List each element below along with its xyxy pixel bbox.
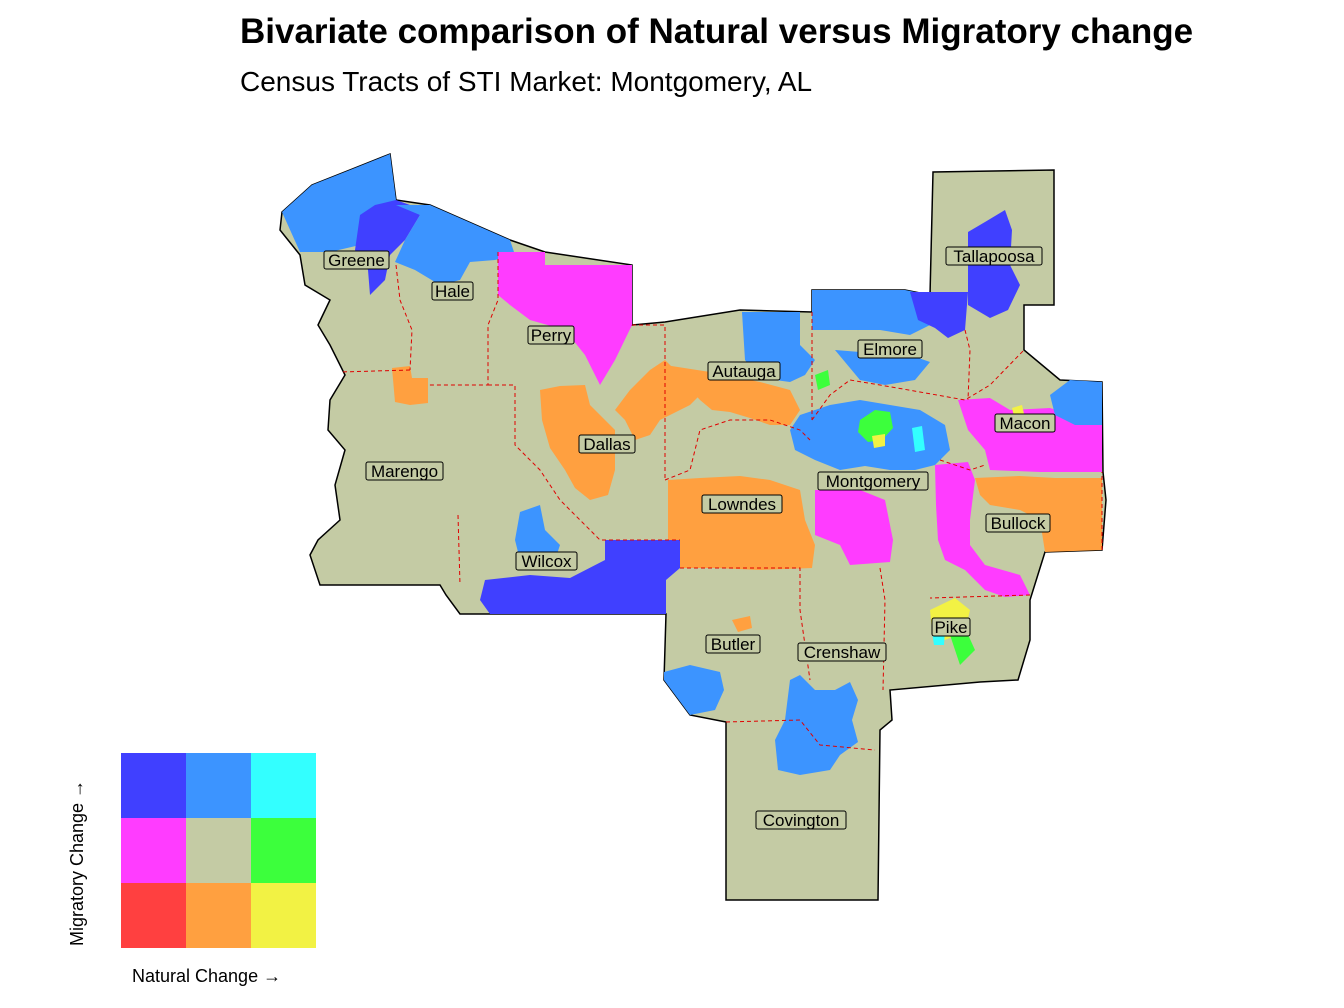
tract-montgomery-cyan xyxy=(912,426,925,452)
tract-covington-blue xyxy=(775,675,858,775)
tract-montgomery-yellow xyxy=(872,434,885,448)
county-label-greene: Greene xyxy=(323,250,390,270)
tract-wilcox-dark xyxy=(480,540,680,614)
legend-cell xyxy=(121,818,186,883)
legend-cell xyxy=(186,883,251,948)
tract-butler-blue xyxy=(664,665,724,715)
county-label-text: Pike xyxy=(934,618,967,637)
county-label-text: Covington xyxy=(763,811,840,830)
tract-elmore-dark xyxy=(910,292,968,338)
county-label-text: Marengo xyxy=(371,462,438,481)
county-label-text: Butler xyxy=(711,635,756,654)
tract-marengo-orange xyxy=(392,366,428,405)
tract-butler-orange xyxy=(732,616,752,632)
county-label-text: Lowndes xyxy=(708,495,776,514)
county-label-text: Perry xyxy=(531,326,572,345)
bivariate-legend-grid xyxy=(121,753,316,948)
tract-elmore-north xyxy=(812,290,930,335)
county-label-tallapoosa: Tallapoosa xyxy=(945,246,1043,266)
map-title: Bivariate comparison of Natural versus M… xyxy=(240,12,1194,51)
county-label-text: Macon xyxy=(999,414,1050,433)
legend-cell xyxy=(121,753,186,818)
legend-cell xyxy=(251,883,316,948)
tract-greene-dark xyxy=(355,200,420,295)
county-borders xyxy=(339,252,1103,751)
legend-x-axis-label: Natural Change → xyxy=(132,966,282,986)
county-labels: Greene Hale Perry Tallapoosa Elmore Auta… xyxy=(323,246,1056,830)
county-label-elmore: Elmore xyxy=(857,339,923,359)
county-label-text: Dallas xyxy=(583,435,630,454)
tract-lowndes xyxy=(668,476,815,570)
legend-cell xyxy=(251,818,316,883)
tract-dallas-east xyxy=(615,360,700,440)
county-label-marengo: Marengo xyxy=(365,461,444,481)
legend-cell xyxy=(186,753,251,818)
county-label-text: Montgomery xyxy=(826,472,921,491)
county-label-montgomery: Montgomery xyxy=(817,471,929,491)
county-label-wilcox: Wilcox xyxy=(515,551,578,571)
county-label-macon: Macon xyxy=(994,413,1056,433)
county-label-text: Wilcox xyxy=(521,552,572,571)
tract-autauga xyxy=(665,365,800,425)
county-label-autauga: Autauga xyxy=(707,361,781,381)
county-label-text: Bullock xyxy=(991,514,1046,533)
tract-macon-blue xyxy=(1050,380,1102,425)
county-label-butler: Butler xyxy=(705,634,761,654)
county-label-pike: Pike xyxy=(931,617,971,637)
county-label-lowndes: Lowndes xyxy=(701,494,783,514)
legend-y-axis-label: Migratory Change → xyxy=(67,779,87,946)
tract-bullock-magenta xyxy=(935,462,1030,597)
tract-perry xyxy=(498,252,632,385)
county-label-bullock: Bullock xyxy=(985,513,1051,533)
county-label-perry: Perry xyxy=(527,325,575,345)
county-label-text: Elmore xyxy=(863,340,917,359)
county-label-text: Crenshaw xyxy=(804,643,881,662)
county-label-dallas: Dallas xyxy=(578,434,636,454)
county-label-crenshaw: Crenshaw xyxy=(797,642,887,662)
tract-pike-green xyxy=(950,628,975,665)
county-label-text: Tallapoosa xyxy=(953,247,1035,266)
county-label-text: Greene xyxy=(328,251,385,270)
tract-montgomery-magenta xyxy=(815,490,893,565)
legend-cell xyxy=(121,883,186,948)
county-label-hale: Hale xyxy=(431,281,474,301)
tract-montgomery-green2 xyxy=(815,370,830,390)
county-label-text: Autauga xyxy=(712,362,776,381)
tract-montgomery-green xyxy=(858,410,893,442)
map-subtitle: Census Tracts of STI Market: Montgomery,… xyxy=(240,66,813,97)
legend-cell xyxy=(251,753,316,818)
tract-hale-north xyxy=(395,205,515,285)
county-label-covington: Covington xyxy=(755,810,847,830)
legend-cell xyxy=(186,818,251,883)
county-label-text: Hale xyxy=(435,282,470,301)
tract-dallas xyxy=(540,385,615,500)
